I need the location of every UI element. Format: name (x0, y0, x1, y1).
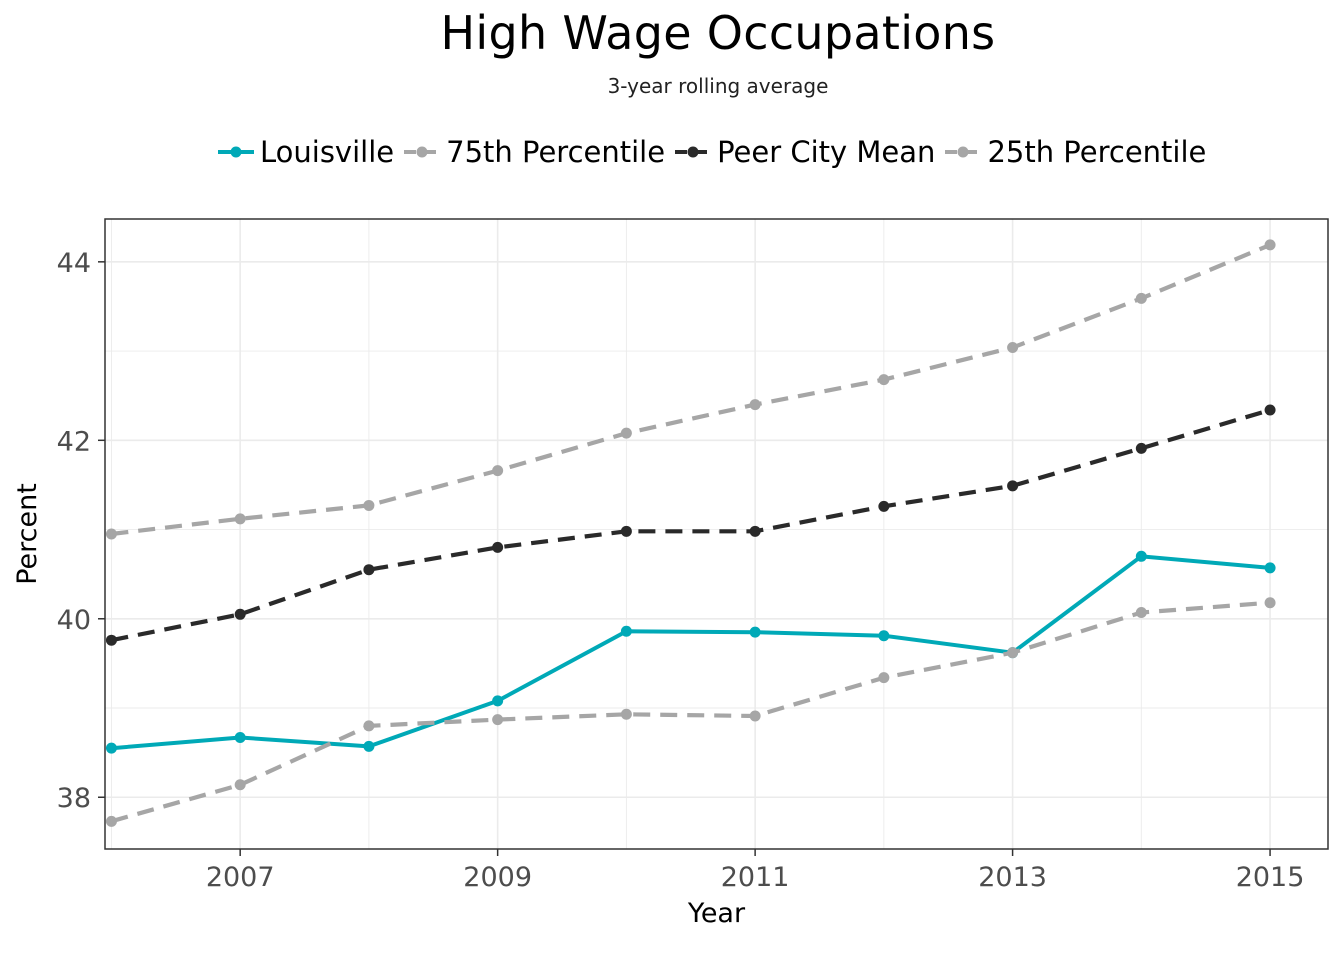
legend-label: 75th Percentile (446, 135, 666, 169)
legend-item-25th-percentile: 25th Percentile (943, 135, 1206, 169)
data-point-peer-city-mean (105, 634, 117, 646)
series-75th-percentile (105, 239, 1276, 540)
data-point-peer-city-mean (620, 525, 632, 537)
x-tick-label: 2013 (978, 862, 1047, 893)
data-point-peer-city-mean (749, 525, 761, 537)
data-point-25th-percentile (1007, 647, 1019, 659)
data-point-louisville (1264, 562, 1276, 574)
data-point-75th-percentile (749, 399, 761, 411)
legend-item-75th-percentile: 75th Percentile (402, 135, 665, 169)
x-tick-label: 2015 (1236, 862, 1305, 893)
data-point-25th-percentile (749, 710, 761, 722)
legend-label: Peer City Mean (717, 135, 936, 169)
data-point-25th-percentile (363, 720, 375, 732)
data-point-75th-percentile (234, 513, 246, 525)
legend-item-peer-city-mean: Peer City Mean (673, 135, 935, 169)
data-point-louisville (1135, 550, 1147, 562)
grid (105, 219, 1328, 849)
legend-label: 25th Percentile (987, 135, 1207, 169)
plot-panel (104, 218, 1329, 850)
series-line-louisville (111, 554, 1271, 751)
data-point-peer-city-mean (1135, 442, 1147, 454)
panel-background (105, 219, 1328, 849)
chart-title: High Wage Occupations (440, 6, 996, 60)
data-point-75th-percentile (1264, 239, 1276, 251)
series-peer-city-mean (105, 404, 1276, 646)
data-point-louisville (878, 630, 890, 642)
x-axis: 2007 2009 2011 2013 2015 (206, 849, 1305, 893)
y-tick-label: 40 (57, 605, 91, 636)
data-point-75th-percentile (105, 528, 117, 540)
series-line-75th-percentile (111, 242, 1271, 537)
data-point-75th-percentile (363, 499, 375, 511)
legend-item-louisville: Louisville (216, 135, 394, 169)
y-axis-title: Percent (12, 483, 43, 585)
data-point-25th-percentile (878, 672, 890, 684)
data-point-25th-percentile (492, 714, 504, 726)
legend: Louisville 75th Percentile Peer City Mean 2… (216, 130, 1214, 174)
series-line-peer-city-mean (110, 407, 1271, 643)
data-point-25th-percentile (1135, 607, 1147, 619)
data-point-louisville (363, 740, 375, 752)
y-tick-label: 38 (57, 783, 91, 814)
data-point-75th-percentile (620, 427, 632, 439)
data-point-75th-percentile (492, 465, 504, 477)
data-point-louisville (749, 626, 761, 638)
y-tick-label: 44 (57, 248, 91, 279)
data-point-25th-percentile (105, 815, 117, 827)
data-point-louisville (492, 695, 504, 707)
data-point-peer-city-mean (492, 541, 504, 553)
data-point-peer-city-mean (234, 608, 246, 620)
data-point-peer-city-mean (1264, 404, 1276, 416)
data-point-25th-percentile (234, 779, 246, 791)
series-line-25th-percentile (110, 600, 1271, 824)
data-point-peer-city-mean (363, 564, 375, 576)
y-axis: 38 40 42 44 (57, 248, 105, 814)
x-tick-label: 2011 (721, 862, 790, 893)
legend-key-peer-city-mean (675, 146, 712, 158)
chart-subtitle: 3-year rolling average (607, 74, 829, 98)
data-point-75th-percentile (1135, 292, 1147, 304)
legend-label: Louisville (260, 135, 395, 169)
data-point-louisville (234, 731, 246, 743)
legend-key-25th-percentile (945, 146, 982, 158)
legend-key-louisville (218, 146, 254, 158)
data-point-peer-city-mean (1007, 480, 1019, 492)
data-point-75th-percentile (1007, 341, 1019, 353)
data-point-peer-city-mean (878, 500, 890, 512)
data-point-louisville (620, 625, 632, 637)
x-tick-label: 2009 (463, 862, 532, 893)
data-point-25th-percentile (620, 708, 632, 720)
data-point-louisville (105, 742, 117, 754)
x-axis-title: Year (687, 898, 746, 929)
y-tick-label: 42 (57, 426, 91, 457)
data-point-25th-percentile (1264, 597, 1276, 609)
data-point-75th-percentile (878, 374, 890, 386)
x-tick-label: 2007 (206, 862, 275, 893)
legend-key-75th-percentile (404, 146, 441, 158)
series-lines (105, 239, 1276, 827)
series-25th-percentile (105, 597, 1276, 827)
